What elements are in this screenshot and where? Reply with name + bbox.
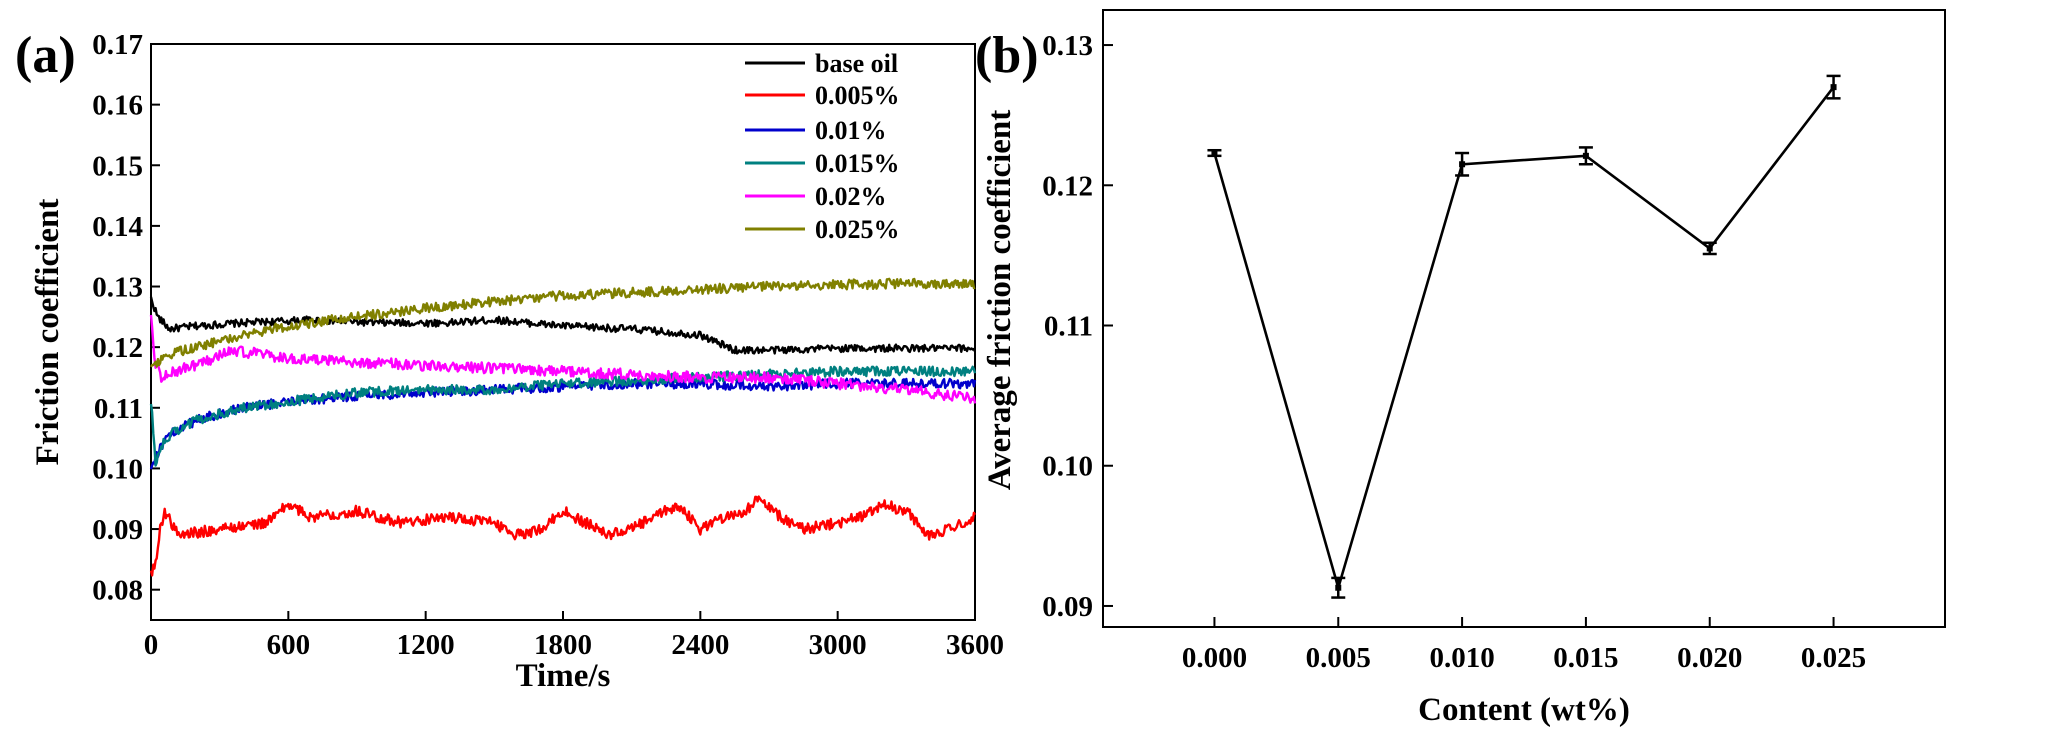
legend-label-0-005: 0.005% (815, 81, 900, 110)
y-tick-label: 0.10 (1042, 451, 1093, 483)
x-tick-label: 0.010 (1429, 642, 1494, 674)
data-point (1830, 84, 1837, 91)
legend-label-base-oil: base oil (815, 49, 898, 78)
series-line-0-02 (149, 314, 977, 404)
y-tick-label: 0.13 (1042, 30, 1093, 62)
panel-b-x-axis-title: Content (wt%) (1418, 692, 1630, 728)
y-tick-label: 0.08 (92, 575, 143, 607)
panel-a-y-ticks: 0.08 0.09 0.10 0.11 0.12 0.13 0.14 0.15 0.16 0.17 (92, 29, 160, 607)
data-point (1335, 584, 1342, 591)
panel-a-label: (a) (15, 27, 76, 84)
panel-b-series (1207, 74, 1841, 599)
y-tick-label: 0.14 (92, 211, 143, 243)
panel-a-y-axis-title: Friction coefficient (30, 199, 66, 466)
series-line-0-01 (149, 377, 977, 470)
x-tick-label: 3600 (946, 629, 1004, 661)
y-tick-label: 0.09 (92, 514, 143, 546)
x-tick-label: 0 (144, 629, 159, 661)
panel-b-plot-frame (1102, 9, 1946, 628)
panel-a-legend: base oil 0.005% 0.01% 0.015% 0.02% 0.025… (745, 49, 900, 244)
x-tick-label: 2400 (671, 629, 729, 661)
panel-b-y-axis-title: Average friction coefficient (982, 110, 1018, 491)
y-tick-label: 0.09 (1042, 591, 1093, 623)
y-tick-label: 0.17 (92, 29, 143, 61)
y-tick-label: 0.10 (92, 453, 143, 485)
legend-item-base-oil: base oil (745, 49, 898, 78)
panel-b-x-ticks: 0.000 0.005 0.010 0.015 0.020 0.025 (1182, 617, 1866, 674)
x-tick-label: 1800 (534, 629, 592, 661)
series-line-0-025 (149, 277, 976, 368)
panel-a-x-axis-title: Time/s (516, 658, 611, 694)
series-line-base-oil (149, 296, 977, 355)
legend-item-0-015: 0.015% (745, 149, 900, 178)
x-tick-label: 0.020 (1677, 642, 1742, 674)
x-tick-label: 0.000 (1182, 642, 1247, 674)
data-point (1706, 245, 1713, 252)
y-tick-label: 0.12 (92, 332, 143, 364)
data-point (1459, 161, 1466, 168)
legend-label-0-02: 0.02% (815, 182, 887, 211)
series-line-0-015 (149, 365, 977, 467)
y-tick-label: 0.13 (92, 272, 143, 304)
x-tick-label: 0.015 (1553, 642, 1618, 674)
data-point (1211, 150, 1218, 157)
data-point (1582, 152, 1589, 159)
legend-item-0-02: 0.02% (745, 182, 887, 211)
panel-b-y-ticks: 0.09 0.10 0.11 0.12 0.13 (1042, 30, 1113, 623)
y-tick-label: 0.15 (92, 150, 143, 182)
x-tick-label: 3000 (809, 629, 867, 661)
legend-label-0-015: 0.015% (815, 149, 900, 178)
legend-label-0-025: 0.025% (815, 215, 900, 244)
legend-label-0-01: 0.01% (815, 116, 887, 145)
panel-b-label: (b) (975, 27, 1039, 84)
series-line-0-005 (149, 495, 977, 577)
y-tick-label: 0.16 (92, 90, 143, 122)
panel-a-series (149, 277, 977, 577)
legend-item-0-025: 0.025% (745, 215, 900, 244)
x-tick-label: 0.025 (1801, 642, 1866, 674)
y-tick-label: 0.11 (1044, 311, 1093, 343)
series-line-average (1213, 86, 1835, 593)
panel-a: (a) 0.08 0.09 0.10 0.11 0.12 0.13 0.14 0.15 0.16… (15, 27, 1004, 694)
x-tick-label: 600 (267, 629, 311, 661)
panel-b: (b) 0.09 0.10 0.11 0.12 0.13 0.000 0.005 0.010… (975, 9, 1946, 728)
x-tick-label: 0.005 (1306, 642, 1371, 674)
x-tick-label: 1200 (397, 629, 455, 661)
y-tick-label: 0.11 (94, 393, 143, 425)
panel-a-x-ticks: 0 600 1200 1800 2400 3000 3600 (144, 611, 1004, 661)
y-tick-label: 0.12 (1042, 170, 1093, 202)
legend-item-0-01: 0.01% (745, 116, 887, 145)
legend-item-0-005: 0.005% (745, 81, 900, 110)
